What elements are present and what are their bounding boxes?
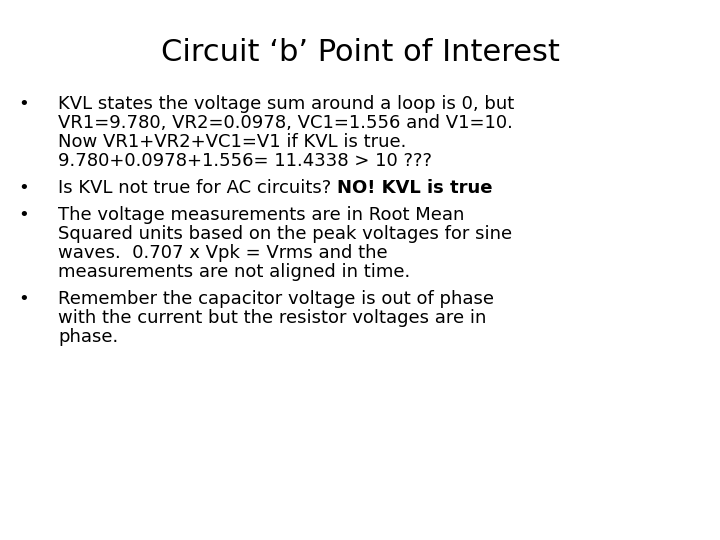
Text: The voltage measurements are in Root Mean: The voltage measurements are in Root Mea… — [58, 206, 464, 224]
Text: measurements are not aligned in time.: measurements are not aligned in time. — [58, 263, 410, 281]
Text: •: • — [18, 290, 29, 308]
Text: KVL states the voltage sum around a loop is 0, but: KVL states the voltage sum around a loop… — [58, 95, 514, 113]
Text: •: • — [18, 206, 29, 224]
Text: waves.  0.707 x Vpk = Vrms and the: waves. 0.707 x Vpk = Vrms and the — [58, 244, 387, 262]
Text: •: • — [18, 179, 29, 197]
Text: Now VR1+VR2+VC1=V1 if KVL is true.: Now VR1+VR2+VC1=V1 if KVL is true. — [58, 133, 406, 151]
Text: with the current but the resistor voltages are in: with the current but the resistor voltag… — [58, 309, 487, 327]
Text: 9.780+0.0978+1.556= 11.4338 > 10 ???: 9.780+0.0978+1.556= 11.4338 > 10 ??? — [58, 152, 432, 170]
Text: phase.: phase. — [58, 328, 118, 346]
Text: NO! KVL is true: NO! KVL is true — [337, 179, 492, 197]
Text: Circuit ‘b’ Point of Interest: Circuit ‘b’ Point of Interest — [161, 38, 559, 67]
Text: VR1=9.780, VR2=0.0978, VC1=1.556 and V1=10.: VR1=9.780, VR2=0.0978, VC1=1.556 and V1=… — [58, 114, 513, 132]
Text: Squared units based on the peak voltages for sine: Squared units based on the peak voltages… — [58, 225, 512, 243]
Text: Remember the capacitor voltage is out of phase: Remember the capacitor voltage is out of… — [58, 290, 494, 308]
Text: •: • — [18, 95, 29, 113]
Text: Is KVL not true for AC circuits?: Is KVL not true for AC circuits? — [58, 179, 337, 197]
